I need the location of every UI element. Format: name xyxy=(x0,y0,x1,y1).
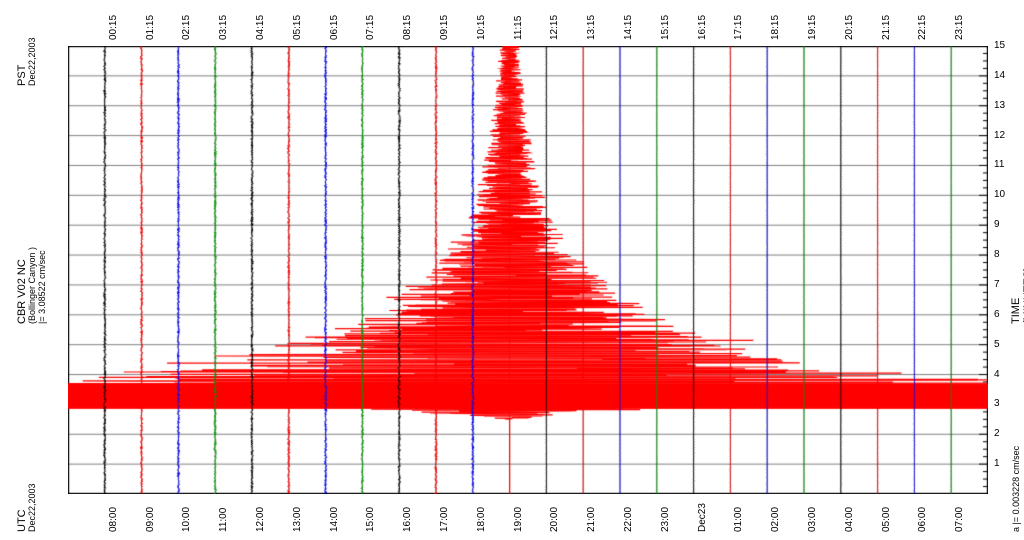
pst-time-label: 02:15 xyxy=(181,15,192,40)
pst-time-label: 22:15 xyxy=(917,15,928,40)
utc-time-label: 01:00 xyxy=(733,507,744,532)
minute-tick-label: 8 xyxy=(994,249,1000,260)
utc-time-label: 09:00 xyxy=(145,507,156,532)
header-left-date: Dec22,2003 xyxy=(28,37,38,86)
pst-time-label: 17:15 xyxy=(733,15,744,40)
pst-time-label: 07:15 xyxy=(365,15,376,40)
utc-time-label: 21:00 xyxy=(586,507,597,532)
utc-time-label: 23:00 xyxy=(660,507,671,532)
pst-time-label: 16:15 xyxy=(697,15,708,40)
pst-time-label: 10:15 xyxy=(476,15,487,40)
utc-time-label: 05:00 xyxy=(881,507,892,532)
utc-time-label: 11:00 xyxy=(218,508,229,532)
pst-time-label: 15:15 xyxy=(660,15,671,40)
minute-tick-label: 10 xyxy=(994,189,1005,200)
pst-time-label: 09:15 xyxy=(439,15,450,40)
minute-tick-label: 3 xyxy=(994,398,1000,409)
utc-time-label: 19:00 xyxy=(513,507,524,532)
minute-tick-label: 7 xyxy=(994,279,1000,290)
pst-time-label: 04:15 xyxy=(255,15,266,40)
minute-tick-label: 6 xyxy=(994,309,1000,320)
footer-left: UTC Dec22,2003 xyxy=(16,483,38,532)
pst-time-label: 03:15 xyxy=(218,15,229,40)
minute-tick-label: 14 xyxy=(994,70,1005,81)
utc-time-label: 07:00 xyxy=(954,507,965,532)
pst-time-label: 21:15 xyxy=(881,15,892,40)
minute-tick-label: 12 xyxy=(994,130,1005,141)
pst-time-label: 06:15 xyxy=(329,15,340,40)
utc-time-label: 16:00 xyxy=(402,507,413,532)
utc-time-label: 12:00 xyxy=(255,507,266,532)
utc-time-label: 20:00 xyxy=(549,507,560,532)
utc-time-label: 10:00 xyxy=(181,507,192,532)
pst-time-label: 20:15 xyxy=(844,15,855,40)
utc-time-label: Dec23 xyxy=(697,503,708,532)
header-center: CBR V02 NC (Bollinger Canyon ) |= 3.0852… xyxy=(16,247,48,324)
pst-time-label: 14:15 xyxy=(623,15,634,40)
pst-time-label: 01:15 xyxy=(145,15,156,40)
utc-time-label: 02:00 xyxy=(770,507,781,532)
seismogram-figure: PST Dec22,2003 CBR V02 NC (Bollinger Can… xyxy=(0,0,1024,540)
station-scale: = 3.08522 cm/sec xyxy=(37,250,47,321)
utc-time-label: 22:00 xyxy=(623,507,634,532)
utc-time-label: 17:00 xyxy=(439,507,450,532)
footer-right-note: a |= 0.003228 cm/sec xyxy=(1012,446,1022,532)
pst-time-label: 13:15 xyxy=(586,15,597,40)
utc-time-label: 15:00 xyxy=(365,507,376,532)
utc-time-label: 08:00 xyxy=(108,507,119,532)
minute-tick-label: 9 xyxy=(994,219,1000,230)
pst-time-label: 18:15 xyxy=(770,15,781,40)
seismogram-plot xyxy=(68,46,988,494)
minute-tick-label: 15 xyxy=(994,40,1005,51)
utc-time-label: 04:00 xyxy=(844,507,855,532)
minute-tick-label: 13 xyxy=(994,100,1005,111)
minute-tick-label: 1 xyxy=(994,458,1000,469)
minute-tick-label: 5 xyxy=(994,339,1000,350)
x-axis-title: TIME (MINUTES) xyxy=(1010,267,1024,324)
pst-time-label: 05:15 xyxy=(292,15,303,40)
utc-time-label: 18:00 xyxy=(476,507,487,532)
pst-time-label: 19:15 xyxy=(807,15,818,40)
minute-tick-label: 2 xyxy=(994,428,1000,439)
pst-time-label: 00:15 xyxy=(108,15,119,40)
utc-time-label: 06:00 xyxy=(917,507,928,532)
header-left: PST Dec22,2003 xyxy=(16,37,38,86)
footer-left-date: Dec22,2003 xyxy=(28,483,38,532)
pst-time-label: 08:15 xyxy=(402,15,413,40)
minute-tick-label: 4 xyxy=(994,369,1000,380)
utc-time-label: 13:00 xyxy=(292,507,303,532)
pst-time-label: 12:15 xyxy=(549,15,560,40)
minute-tick-label: 11 xyxy=(994,159,1004,170)
utc-time-label: 03:00 xyxy=(807,507,818,532)
pst-time-label: 23:15 xyxy=(954,15,965,40)
pst-time-label: 11:15 xyxy=(513,16,524,40)
utc-time-label: 14:00 xyxy=(329,507,340,532)
